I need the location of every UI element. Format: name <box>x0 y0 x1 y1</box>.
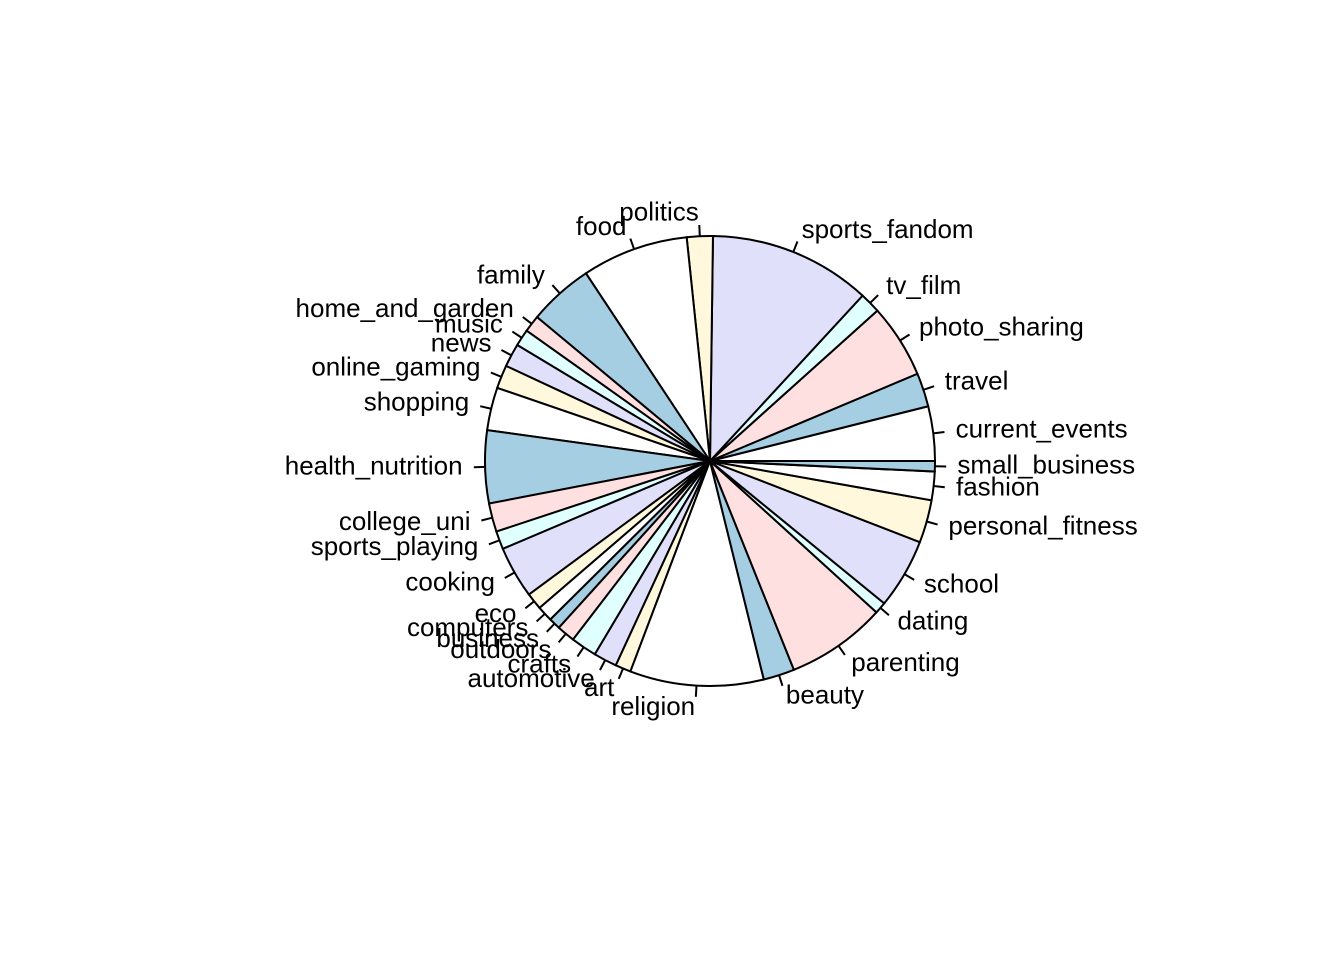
tick-sports-playing <box>488 539 500 546</box>
tick-home-and-garden <box>522 316 533 325</box>
tick-family <box>551 284 561 295</box>
label-religion: religion <box>611 691 695 721</box>
tick-photo-sharing <box>899 333 911 342</box>
slice-sports-fandom <box>708 235 864 464</box>
label-family: family <box>477 260 545 290</box>
tick-business <box>546 622 556 633</box>
tick-music <box>511 330 523 339</box>
tick-crafts <box>576 646 585 658</box>
tick-personal-fitness <box>926 520 938 526</box>
label-fashion: fashion <box>956 471 1040 501</box>
tick-parenting <box>837 645 846 656</box>
tick-cooking <box>504 571 516 579</box>
label-health-nutrition: health_nutrition <box>285 450 463 480</box>
slice-parenting <box>709 460 878 672</box>
slice-labels: current_events travel photo_sharing tv_film… <box>285 197 1138 721</box>
label-outdoors: outdoors <box>450 634 551 664</box>
tick-news <box>500 349 512 357</box>
slice-religion <box>629 457 766 687</box>
tick-religion <box>694 685 698 697</box>
slice-food <box>584 236 711 462</box>
tick-politics <box>698 224 701 237</box>
tick-online-gaming <box>490 371 502 378</box>
tick-outdoors <box>557 633 567 644</box>
label-beauty: beauty <box>786 679 864 709</box>
label-sports-fandom: sports_fandom <box>802 214 974 244</box>
label-sports-playing: sports_playing <box>311 531 479 561</box>
label-travel: travel <box>945 366 1009 396</box>
tick-automotive <box>599 659 607 671</box>
label-current-events: current_events <box>956 414 1128 444</box>
tick-eco <box>524 600 535 610</box>
label-art: art <box>584 672 615 702</box>
label-eco: eco <box>475 598 517 628</box>
label-crafts: crafts <box>508 649 572 679</box>
label-small-business: small_business <box>957 450 1135 480</box>
tick-travel <box>923 385 935 391</box>
label-business: business <box>436 623 539 653</box>
label-online-gaming: online_gaming <box>311 351 480 381</box>
tick-beauty <box>778 674 784 687</box>
label-politics: politics <box>619 197 698 227</box>
label-automotive: automotive <box>468 663 595 693</box>
tick-computers <box>535 613 546 623</box>
slice-small-business <box>709 460 937 473</box>
label-tv-film: tv_film <box>886 270 961 300</box>
label-dating: dating <box>897 605 968 635</box>
tick-school <box>903 573 915 581</box>
tick-tv-film <box>869 294 879 304</box>
tick-dating <box>879 607 890 617</box>
label-school: school <box>924 568 999 598</box>
tick-fashion <box>933 484 945 489</box>
label-photo-sharing: photo_sharing <box>919 311 1084 341</box>
tick-shopping <box>479 405 492 410</box>
label-computers: computers <box>407 612 528 642</box>
label-home-and-garden: home_and_garden <box>296 293 514 323</box>
label-food: food <box>576 211 627 241</box>
label-parenting: parenting <box>851 647 959 677</box>
label-music: music <box>435 308 503 338</box>
tick-art <box>617 668 624 680</box>
tick-sports-fandom <box>792 241 799 253</box>
label-news: news <box>431 328 492 358</box>
label-personal-fitness: personal_fitness <box>948 510 1137 540</box>
label-shopping: shopping <box>364 386 470 416</box>
tick-college-uni <box>481 516 493 522</box>
label-cooking: cooking <box>405 566 495 596</box>
pie-slices <box>484 235 937 687</box>
tick-food <box>629 238 636 250</box>
label-ticks <box>473 224 947 697</box>
label-college-uni: college_uni <box>339 506 471 536</box>
tick-current-events <box>933 431 945 435</box>
